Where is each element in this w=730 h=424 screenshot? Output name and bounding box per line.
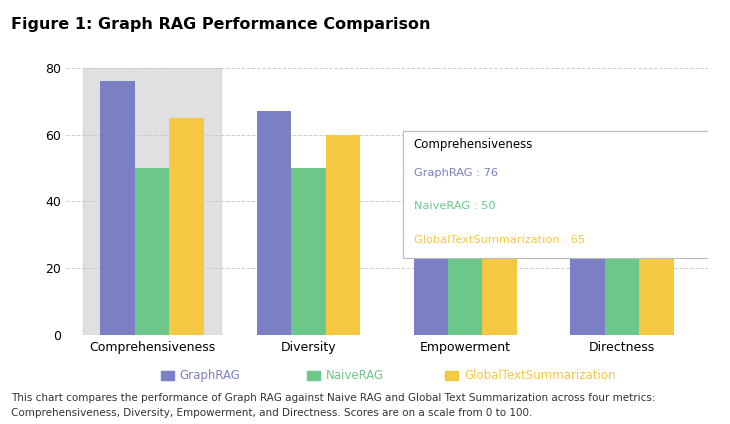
Bar <box>291 168 326 335</box>
Bar <box>639 168 674 335</box>
Bar <box>448 168 483 335</box>
Bar <box>169 118 204 335</box>
Bar <box>604 135 639 335</box>
Bar <box>83 68 220 335</box>
Bar <box>100 81 134 335</box>
Bar <box>570 185 604 335</box>
Text: Comprehensiveness: Comprehensiveness <box>413 138 533 151</box>
Bar <box>413 141 448 335</box>
Bar <box>134 168 169 335</box>
Text: This chart compares the performance of Graph RAG against Naive RAG and Global Te: This chart compares the performance of G… <box>11 393 656 418</box>
Text: NaiveRAG: NaiveRAG <box>326 369 384 382</box>
Bar <box>326 135 361 335</box>
FancyBboxPatch shape <box>402 131 723 258</box>
Text: GlobalTextSummarization : 65: GlobalTextSummarization : 65 <box>413 235 585 245</box>
Text: Figure 1: Graph RAG Performance Comparison: Figure 1: Graph RAG Performance Comparis… <box>11 17 431 32</box>
Text: GraphRAG : 76: GraphRAG : 76 <box>413 168 498 178</box>
Bar <box>483 151 517 335</box>
Text: GraphRAG: GraphRAG <box>180 369 240 382</box>
Text: GlobalTextSummarization: GlobalTextSummarization <box>464 369 616 382</box>
Text: NaiveRAG : 50: NaiveRAG : 50 <box>413 201 495 212</box>
Bar <box>257 111 291 335</box>
